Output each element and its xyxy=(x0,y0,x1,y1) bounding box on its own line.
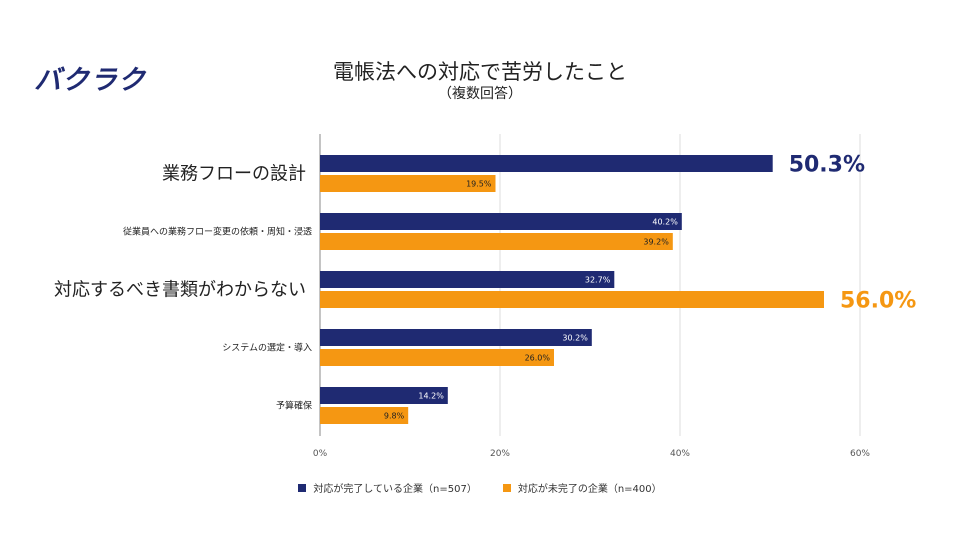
bar-incomplete xyxy=(320,175,496,192)
bar-value-label: 19.5% xyxy=(466,180,492,189)
legend-item-incomplete: 対応が未完了の企業（n=400） xyxy=(502,480,662,495)
bar-completed xyxy=(320,213,682,230)
bar-value-label: 32.7% xyxy=(585,276,611,285)
category-label: 業務フローの設計 xyxy=(162,164,306,185)
legend-label-completed: 対応が完了している企業（n=507） xyxy=(313,484,477,495)
x-tick-label: 60% xyxy=(850,449,870,459)
x-tick-label: 20% xyxy=(490,449,510,459)
chart-subtitle: （複数回答） xyxy=(438,86,522,102)
legend-item-completed: 対応が完了している企業（n=507） xyxy=(298,480,477,495)
legend-swatch-completed xyxy=(298,483,307,492)
highlight-value-label: 56.0% xyxy=(840,289,916,314)
brand-logo: バクラク xyxy=(34,65,146,96)
bar-completed xyxy=(320,155,773,172)
chart-legend: 対応が完了している企業（n=507） 対応が未完了の企業（n=400） xyxy=(0,480,960,495)
legend-label-incomplete: 対応が未完了の企業（n=400） xyxy=(517,484,662,495)
x-tick-label: 0% xyxy=(313,449,328,459)
bar-incomplete xyxy=(320,349,554,366)
bar-completed xyxy=(320,329,592,346)
bar-value-label: 26.0% xyxy=(525,354,551,363)
bar-completed xyxy=(320,271,615,288)
category-label: システムの選定・導入 xyxy=(222,342,312,354)
x-tick-label: 40% xyxy=(670,449,690,459)
bar-completed xyxy=(320,387,448,404)
bar-value-label: 30.2% xyxy=(562,334,588,343)
bar-value-label: 9.8% xyxy=(384,412,405,421)
category-label: 対応するべき書類がわからない xyxy=(54,280,306,301)
bar-value-label: 39.2% xyxy=(643,238,669,247)
category-label: 予算確保 xyxy=(276,400,312,412)
legend-swatch-incomplete xyxy=(502,483,511,492)
bar-value-label: 14.2% xyxy=(418,392,444,401)
chart-title: 電帳法への対応で苦労したこと xyxy=(333,60,627,84)
bar-incomplete xyxy=(320,407,409,424)
bar-incomplete xyxy=(320,291,824,308)
highlight-value-label: 50.3% xyxy=(789,153,865,178)
category-label: 従業員への業務フロー変更の依頼・周知・浸透 xyxy=(123,226,312,238)
bar-value-label: 40.2% xyxy=(652,218,678,227)
bar-incomplete xyxy=(320,233,673,250)
